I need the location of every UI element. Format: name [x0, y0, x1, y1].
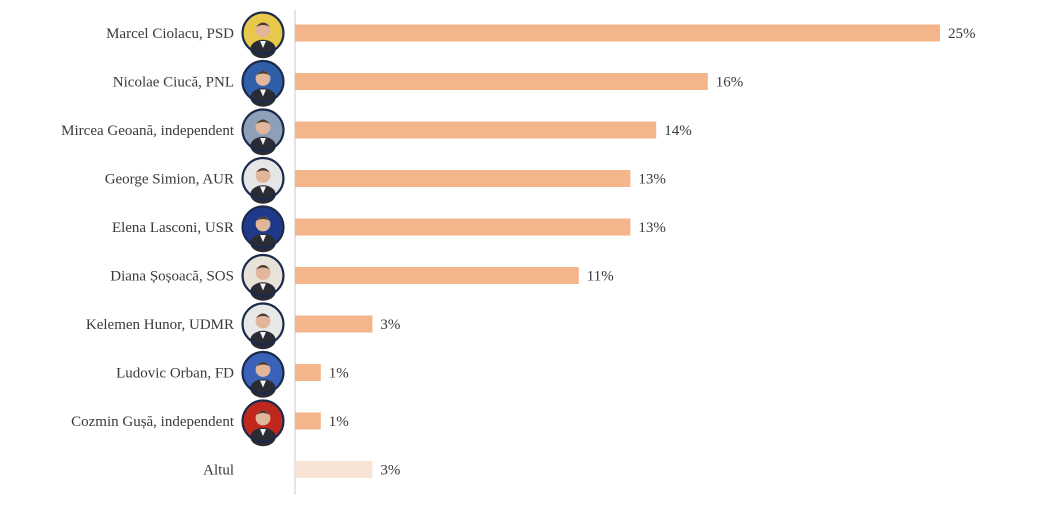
- category-label: Elena Lasconi, USR: [112, 220, 234, 236]
- bar: [295, 121, 657, 139]
- avatar-hair-icon: [256, 362, 270, 367]
- value-label: 13%: [638, 172, 666, 188]
- value-label: 3%: [380, 317, 400, 333]
- value-label: 13%: [638, 220, 666, 236]
- category-label: Cozmin Gușă, independent: [71, 414, 235, 430]
- avatar-shirt-icon: [260, 380, 266, 388]
- category-label: Marcel Ciolacu, PSD: [106, 26, 234, 42]
- category-label: Mircea Geoană, independent: [61, 123, 235, 139]
- candidate-avatar: [241, 156, 285, 204]
- avatar-face-icon: [255, 313, 271, 329]
- avatar-face-icon: [255, 362, 271, 377]
- avatar-hair-icon: [256, 71, 270, 76]
- avatar-shirt-icon: [260, 41, 266, 48]
- avatar-shirt-icon: [260, 235, 266, 242]
- avatar-ring: [241, 350, 285, 395]
- category-label: George Simion, AUR: [105, 172, 234, 188]
- value-label: 25%: [948, 26, 976, 42]
- bar: [295, 73, 708, 90]
- bar: [295, 461, 373, 478]
- avatar-shirt-icon: [260, 89, 266, 97]
- category-label: Altul: [203, 463, 234, 479]
- avatar-face-icon: [255, 410, 271, 426]
- avatar-shirt-icon: [260, 429, 266, 436]
- avatar-hair-icon: [256, 265, 270, 270]
- candidate-avatar: [241, 350, 285, 398]
- candidate-avatar: [241, 205, 285, 253]
- candidate-avatar: [241, 302, 285, 350]
- avatar-ring: [241, 59, 285, 104]
- bar: [295, 218, 631, 236]
- avatar-ring: [241, 11, 285, 55]
- avatar-face-icon: [255, 265, 271, 280]
- avatar-hair-icon: [256, 119, 270, 124]
- candidate-avatar: [241, 399, 285, 447]
- bar: [295, 267, 579, 284]
- avatar-hair-icon: [256, 168, 270, 173]
- candidate-avatar: [241, 59, 285, 107]
- value-label: 16%: [716, 75, 744, 91]
- value-label: 1%: [329, 366, 349, 382]
- avatar-hair-icon: [256, 313, 270, 318]
- value-label: 1%: [329, 414, 349, 430]
- category-label: Diana Șoșoacă, SOS: [110, 269, 234, 285]
- avatar-ring: [241, 108, 285, 152]
- bar: [295, 315, 373, 333]
- value-label: 11%: [587, 269, 614, 285]
- avatar-shirt-icon: [260, 186, 266, 194]
- avatar-ring: [241, 253, 285, 298]
- avatar-ring: [241, 205, 285, 249]
- candidate-avatar: [241, 108, 285, 156]
- avatar-face-icon: [255, 22, 271, 38]
- avatar-shirt-icon: [260, 283, 266, 291]
- value-label: 14%: [664, 123, 692, 139]
- avatar-face-icon: [255, 71, 271, 86]
- avatar-face-icon: [255, 168, 271, 183]
- avatar-hair-icon: [256, 22, 270, 27]
- avatar-face-icon: [255, 119, 271, 135]
- value-label: 3%: [380, 463, 400, 479]
- bar: [295, 412, 321, 430]
- bar: [295, 24, 940, 42]
- category-label: Nicolae Ciucă, PNL: [113, 75, 234, 91]
- bar: [295, 364, 321, 381]
- avatar-ring: [241, 156, 285, 201]
- candidate-avatar: [241, 253, 285, 301]
- category-label: Ludovic Orban, FD: [116, 366, 234, 382]
- avatar-shirt-icon: [260, 138, 266, 145]
- avatar-ring: [241, 302, 285, 346]
- bar: [295, 170, 631, 187]
- candidate-avatar: [241, 11, 285, 59]
- avatar-face-icon: [255, 216, 271, 232]
- avatar-shirt-icon: [260, 332, 266, 339]
- avatar-hair-icon: [256, 410, 270, 415]
- avatar-hair-icon: [256, 216, 270, 221]
- avatar-ring: [241, 399, 285, 443]
- category-label: Kelemen Hunor, UDMR: [86, 317, 234, 333]
